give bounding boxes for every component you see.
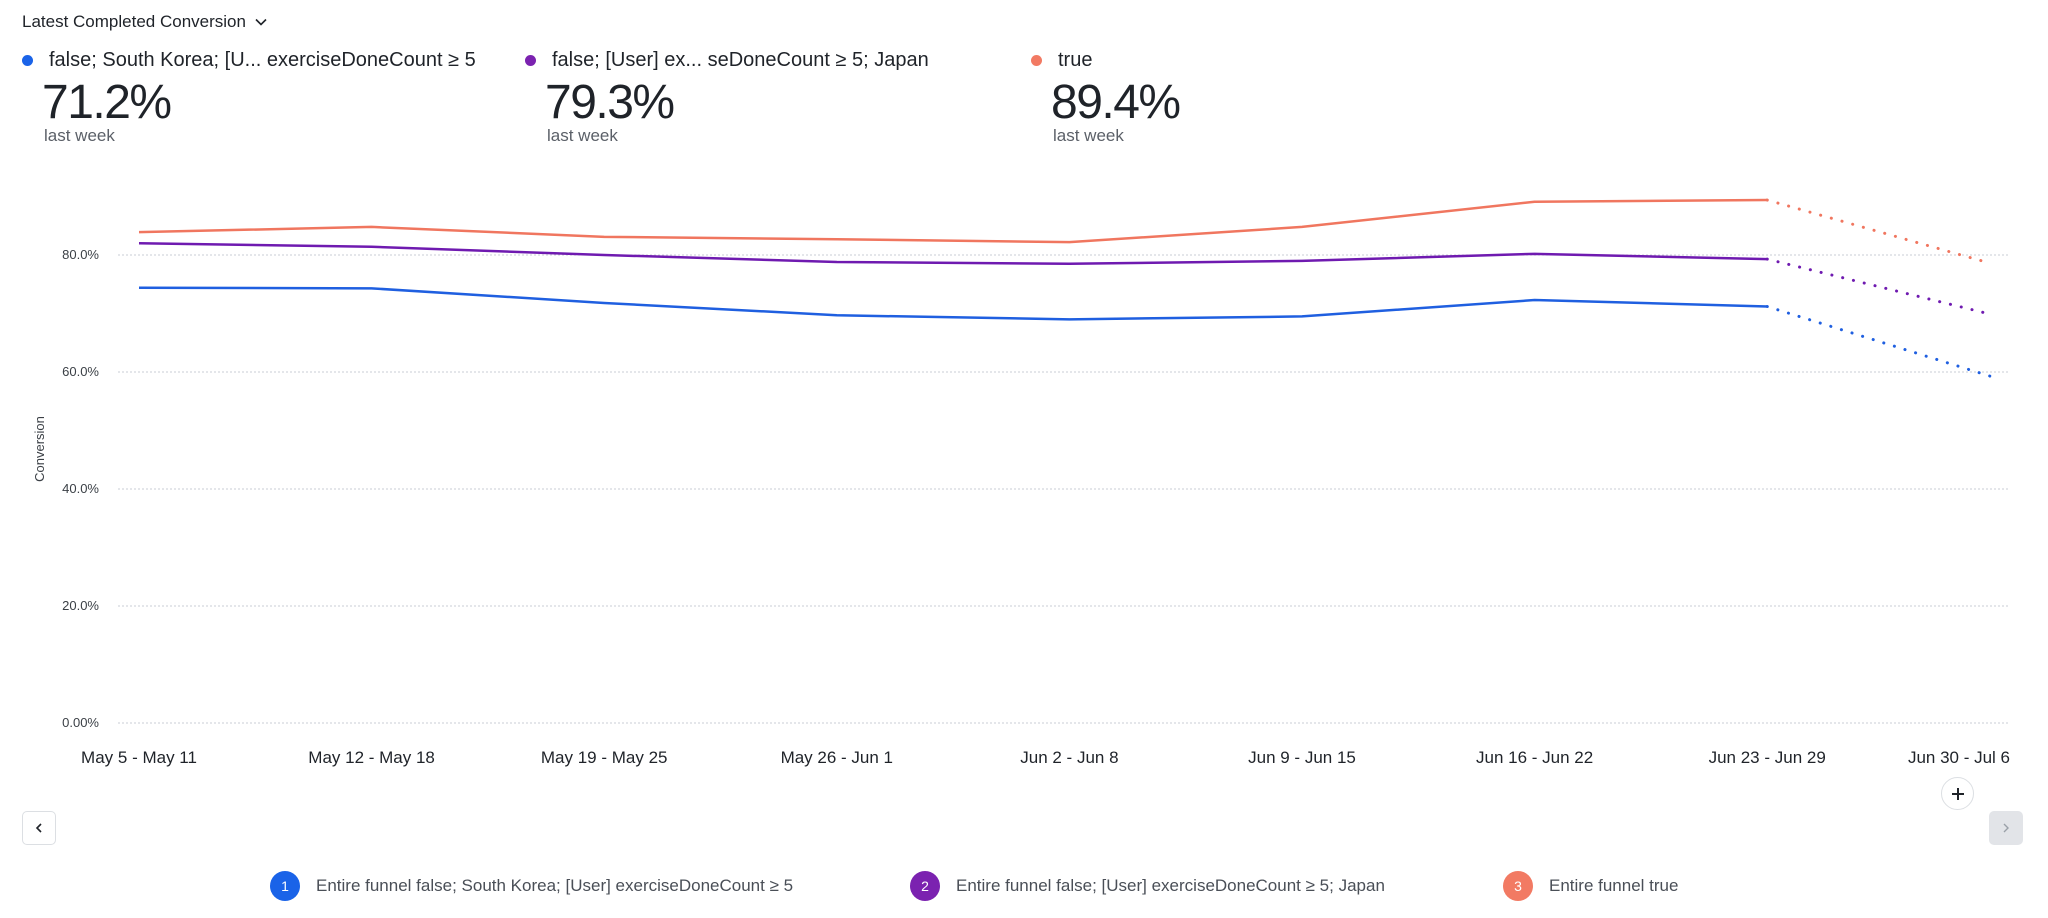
legend-badge-1: 1 <box>270 871 300 901</box>
series-3-point[interactable] <box>1529 196 1541 208</box>
series-3-point[interactable] <box>1761 194 1773 206</box>
x-axis-labels: May 5 - May 11 May 12 - May 18 May 19 - Ma… <box>81 748 2010 767</box>
bottom-legend-item-2[interactable]: 2 Entire funnel false; [User] exerciseDo… <box>910 871 1385 901</box>
x-tick-label: Jun 30 - Jul 6 <box>1908 748 2010 767</box>
series-3-point[interactable] <box>133 226 145 238</box>
legend-badge-2: 2 <box>910 871 940 901</box>
series-2-point[interactable] <box>1984 308 1996 320</box>
series-2-label: false; [User] ex... seDoneCount ≥ 5; Jap… <box>552 48 929 71</box>
series-2-projection[interactable] <box>1765 257 1992 316</box>
series-2-value: 79.3% <box>545 76 675 129</box>
x-tick-label: Jun 2 - Jun 8 <box>1020 748 1118 767</box>
metric-selector-dropdown[interactable]: Latest Completed Conversion <box>22 12 268 32</box>
series-2-point[interactable] <box>831 256 843 268</box>
y-tick-label: 40.0% <box>62 481 99 496</box>
series-3-point[interactable] <box>598 231 610 243</box>
chevron-down-icon <box>255 18 267 26</box>
y-tick-label: 60.0% <box>62 364 99 379</box>
metric-selector-label: Latest Completed Conversion <box>22 12 246 31</box>
series-layer <box>133 194 1996 382</box>
y-tick-label: 80.0% <box>62 247 99 262</box>
series-1-point[interactable] <box>1063 313 1075 325</box>
y-axis-title: Conversion <box>32 416 47 482</box>
series-1-label: false; South Korea; [U... exerciseDoneCo… <box>49 48 476 71</box>
plus-icon <box>1951 787 1964 800</box>
series-3-point[interactable] <box>1984 257 1996 269</box>
series-3-projection[interactable] <box>1765 198 1992 265</box>
series-1-point[interactable] <box>831 309 843 321</box>
previous-page-button[interactable] <box>22 811 56 845</box>
series-2-point[interactable] <box>366 241 378 253</box>
y-tick-label: 0.00% <box>62 715 99 730</box>
series-1-projection[interactable] <box>1765 304 1992 378</box>
series-2-point[interactable] <box>133 237 145 249</box>
x-tick-label: May 19 - May 25 <box>541 748 668 767</box>
series-3-point[interactable] <box>831 233 843 245</box>
series-1-subtitle: last week <box>44 126 115 145</box>
series-2-color-dot <box>525 54 536 66</box>
chevron-right-icon <box>2003 823 2009 833</box>
series-2-point[interactable] <box>1063 258 1075 270</box>
bottom-legend-item-1[interactable]: 1 Entire funnel false; South Korea; [Use… <box>270 871 793 901</box>
series-2-point[interactable] <box>598 249 610 261</box>
x-tick-label: May 5 - May 11 <box>81 748 197 767</box>
series-3-subtitle: last week <box>1053 126 1124 145</box>
series-3-point[interactable] <box>1296 221 1308 233</box>
series-2-subtitle: last week <box>547 126 618 145</box>
series-3-point[interactable] <box>366 221 378 233</box>
x-tick-label: May 12 - May 18 <box>308 748 435 767</box>
series-3-point[interactable] <box>1063 236 1075 248</box>
x-tick-label: May 26 - Jun 1 <box>781 748 893 767</box>
x-tick-label: Jun 16 - Jun 22 <box>1476 748 1593 767</box>
series-1-point[interactable] <box>366 282 378 294</box>
summary-series-2: false; [User] ex... seDoneCount ≥ 5; Jap… <box>503 46 929 146</box>
next-page-button[interactable] <box>1989 811 2023 845</box>
series-3-color-dot <box>1031 54 1042 66</box>
grid-layer: 0.00% 20.0% 40.0% 60.0% 80.0% <box>62 247 2010 730</box>
series-1-point[interactable] <box>1984 370 1996 382</box>
series-3-label: true <box>1058 48 1093 71</box>
series-2-point[interactable] <box>1296 255 1308 267</box>
x-tick-label: Jun 9 - Jun 15 <box>1248 748 1356 767</box>
add-annotation-button[interactable] <box>1941 777 1974 810</box>
series-1-value: 71.2% <box>42 76 172 129</box>
bottom-legend-item-3[interactable]: 3 Entire funnel true <box>1503 871 1678 901</box>
series-3-line[interactable] <box>138 198 1768 244</box>
series-1-point[interactable] <box>1761 300 1773 312</box>
series-1-point[interactable] <box>1296 310 1308 322</box>
x-tick-label: Jun 23 - Jun 29 <box>1709 748 1826 767</box>
series-1-point[interactable] <box>1529 294 1541 306</box>
series-1-color-dot <box>22 54 33 66</box>
series-2-line[interactable] <box>138 242 1768 266</box>
series-1-line[interactable] <box>138 286 1768 321</box>
series-3-value: 89.4% <box>1051 76 1181 129</box>
legend-badge-3: 3 <box>1503 871 1533 901</box>
chevron-left-icon <box>35 823 42 833</box>
series-1-point[interactable] <box>598 297 610 309</box>
series-2-point[interactable] <box>1761 253 1773 265</box>
legend-label-1: Entire funnel false; South Korea; [User]… <box>316 876 794 895</box>
summary-series-3: true 89.4% last week <box>1009 46 1181 146</box>
series-2-point[interactable] <box>1529 248 1541 260</box>
legend-label-3: Entire funnel true <box>1549 876 1679 895</box>
y-tick-label: 20.0% <box>62 598 99 613</box>
series-1-point[interactable] <box>133 282 145 294</box>
summary-series-1: false; South Korea; [U... exerciseDoneCo… <box>0 46 476 146</box>
legend-label-2: Entire funnel false; [User] exerciseDone… <box>956 876 1385 895</box>
